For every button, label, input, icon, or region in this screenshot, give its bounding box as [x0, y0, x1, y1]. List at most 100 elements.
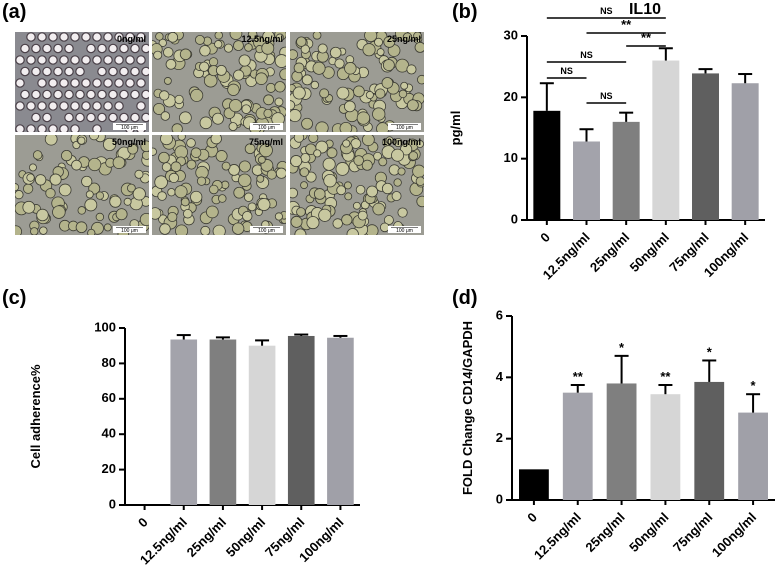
bar — [738, 412, 768, 500]
cell — [87, 228, 96, 235]
cell — [300, 181, 308, 190]
cell — [15, 55, 25, 65]
cell — [218, 194, 227, 203]
cell — [75, 221, 88, 234]
cell — [174, 185, 188, 199]
panel-label: (b) — [452, 1, 478, 23]
cell — [15, 124, 25, 132]
cell — [336, 185, 347, 196]
cell — [167, 188, 176, 197]
cell — [130, 112, 140, 123]
cell — [103, 55, 113, 65]
cell — [361, 159, 373, 171]
cell — [381, 77, 394, 89]
cell — [157, 191, 167, 201]
cell — [37, 78, 47, 88]
cell — [70, 78, 80, 88]
cell — [71, 159, 82, 171]
cell — [294, 228, 307, 235]
cell — [231, 222, 245, 235]
cell — [209, 184, 219, 195]
cell — [132, 187, 146, 201]
cell — [190, 88, 204, 102]
cell — [28, 163, 37, 172]
cell — [32, 150, 43, 160]
error-bar — [570, 384, 585, 393]
cell — [274, 81, 286, 93]
cell — [20, 43, 30, 54]
cell — [31, 112, 41, 123]
cell — [95, 212, 105, 222]
cell — [365, 90, 374, 100]
cell — [114, 101, 124, 111]
x-tick-label: 50ng/ml — [626, 510, 671, 555]
cell — [241, 104, 252, 114]
cell — [227, 83, 240, 96]
cell — [199, 116, 213, 130]
cell — [86, 89, 96, 100]
cell — [130, 66, 140, 77]
cell — [36, 208, 49, 222]
cell — [127, 143, 139, 155]
tile-label: 75ng/ml — [249, 137, 283, 147]
cell — [155, 32, 164, 41]
cell — [119, 43, 129, 54]
cell — [366, 185, 378, 198]
cell — [257, 155, 266, 164]
cell — [108, 112, 118, 123]
cell — [97, 89, 107, 100]
cell — [114, 32, 124, 42]
cell — [59, 101, 69, 111]
cell — [243, 192, 254, 202]
cell — [59, 124, 69, 132]
cell — [229, 99, 243, 113]
cell — [265, 82, 276, 93]
cell — [84, 198, 98, 212]
significance: ** — [660, 369, 671, 384]
cell — [180, 197, 190, 207]
cells — [290, 135, 424, 235]
bracket-label: ** — [641, 30, 652, 45]
cell — [31, 43, 41, 54]
cell — [319, 88, 330, 99]
cell — [210, 135, 222, 145]
cell — [274, 54, 286, 68]
cell — [59, 78, 69, 88]
cell — [39, 226, 48, 235]
error-bar — [702, 359, 717, 382]
y-axis-label: FOLD Change CD14/GAPDH — [460, 321, 475, 495]
cell — [160, 135, 174, 146]
micrograph: 100ng/ml 100 μm — [290, 135, 424, 235]
y-tick-label: 4 — [496, 369, 504, 384]
cell — [141, 66, 149, 77]
cell — [233, 69, 245, 81]
cell — [37, 55, 47, 65]
cell — [335, 162, 350, 176]
cell — [408, 151, 419, 161]
cell — [179, 111, 192, 125]
cell — [301, 74, 313, 86]
cell — [159, 90, 170, 101]
cell — [108, 43, 118, 54]
y-tick-label: 30 — [504, 27, 518, 42]
cell — [126, 183, 136, 193]
cell — [42, 43, 52, 54]
bar — [612, 121, 640, 220]
cell — [179, 48, 192, 61]
cell — [244, 143, 256, 155]
cell — [357, 210, 368, 221]
cell — [103, 223, 112, 232]
bar — [209, 339, 237, 505]
cell — [341, 214, 353, 226]
cell — [355, 184, 366, 195]
cell — [81, 55, 91, 65]
cell — [153, 50, 163, 60]
cell — [317, 43, 328, 54]
cells — [15, 135, 149, 235]
cell — [393, 178, 402, 187]
cell — [75, 89, 85, 100]
micrograph: 25ng/ml 100 μm — [290, 32, 424, 132]
cell — [383, 215, 394, 226]
cell — [35, 174, 47, 186]
cell — [214, 40, 223, 49]
